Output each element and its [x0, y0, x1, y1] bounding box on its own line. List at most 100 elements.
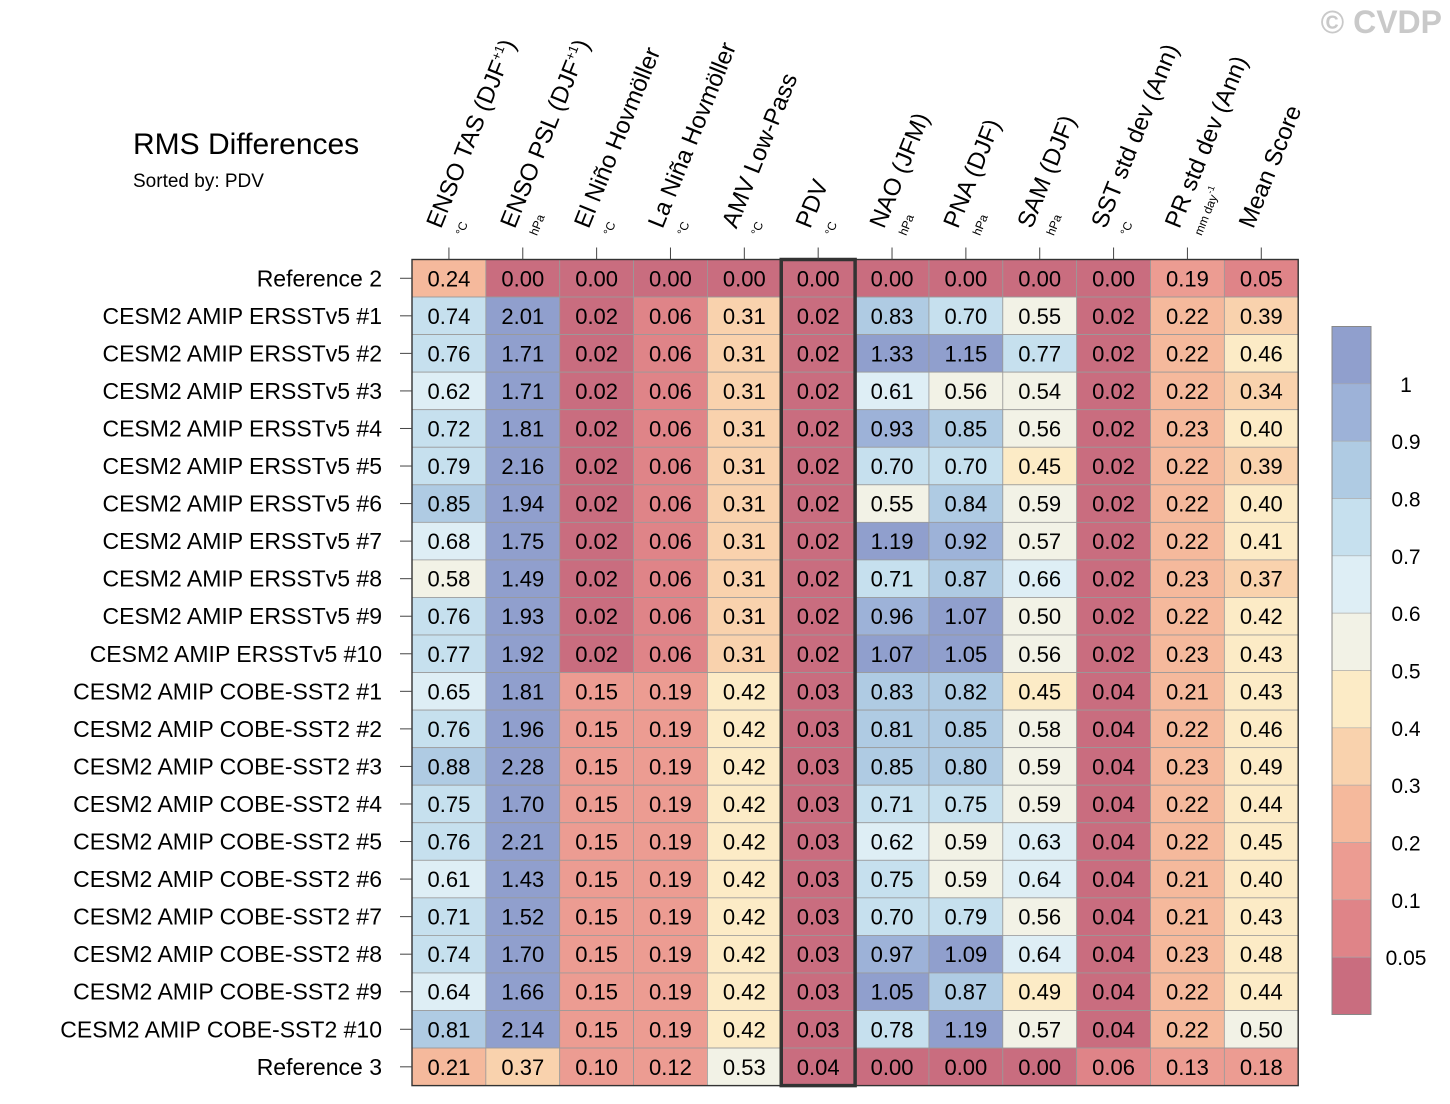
cell-value: 2.21 [501, 830, 544, 855]
heatmap-cell [707, 972, 782, 1011]
cell-value: 0.00 [649, 266, 692, 291]
heatmap-cell [1223, 484, 1299, 523]
heatmap-cell [633, 784, 708, 824]
column-label-sup: +1 [562, 43, 581, 62]
heatmap-cell [485, 484, 561, 523]
heatmap-cell [707, 409, 782, 448]
heatmap-cell [411, 446, 487, 486]
cell-value: 0.66 [1018, 567, 1061, 592]
cell-value: 1.66 [501, 980, 544, 1005]
heatmap-cell [707, 597, 782, 636]
cell-value: 0.21 [1166, 867, 1209, 892]
cell-value: 0.15 [575, 1017, 618, 1042]
cell-value: 0.19 [649, 1017, 692, 1042]
cell-value: 1.07 [944, 604, 987, 629]
heatmap-cell [633, 972, 708, 1011]
cell-value: 0.92 [944, 529, 987, 554]
heatmap-cell [1150, 897, 1225, 936]
heatmap-cell [928, 409, 1004, 448]
cell-value: 0.40 [1240, 492, 1283, 517]
colorbar-box [1331, 555, 1372, 614]
cell-value: 0.76 [428, 830, 471, 855]
heatmap-cell [1223, 409, 1299, 448]
cell-value: 1.92 [501, 642, 544, 667]
cell-value: 0.19 [649, 679, 692, 704]
cell-value: 0.02 [575, 567, 618, 592]
cell-value: 0.77 [1018, 341, 1061, 366]
cell-value: 0.02 [575, 454, 618, 479]
heatmap-cell [1150, 709, 1225, 749]
cell-value: 0.58 [428, 567, 471, 592]
cell-value: 0.06 [649, 416, 692, 441]
cell-value: 0.79 [428, 454, 471, 479]
heatmap-cell [1002, 484, 1078, 523]
cell-value: 0.23 [1166, 942, 1209, 967]
cell-value: 0.43 [1240, 905, 1283, 930]
cell-value: 0.78 [871, 1017, 914, 1042]
column-unit: °C [748, 219, 766, 237]
row-label: CESM2 AMIP ERSSTv5 #4 [102, 415, 382, 441]
cell-value: 0.31 [723, 529, 766, 554]
cell-value: 0.34 [1240, 379, 1283, 404]
heatmap-cell [928, 521, 1004, 561]
cell-value: 0.65 [428, 679, 471, 704]
heatmap-cell [707, 446, 782, 486]
cell-value: 0.02 [797, 304, 840, 329]
cell-value: 0.02 [1092, 492, 1135, 517]
cell-value: 0.22 [1166, 492, 1209, 517]
cell-value: 0.02 [797, 567, 840, 592]
cell-value: 0.55 [871, 492, 914, 517]
heatmap-cell [854, 709, 930, 749]
row-label: CESM2 AMIP COBE-SST2 #6 [73, 866, 382, 892]
cell-value: 0.02 [797, 492, 840, 517]
cell-value: 0.00 [944, 266, 987, 291]
cell-value: 0.19 [649, 830, 692, 855]
heatmap-cell [411, 409, 487, 448]
column-unit: °C [453, 219, 471, 237]
column-unit-sup: -1 [1205, 184, 1217, 195]
colorbar-label: 0.6 [1391, 603, 1420, 626]
cell-value: 0.59 [1018, 492, 1061, 517]
colorbar-label: 0.2 [1391, 833, 1420, 856]
cell-value: 0.15 [575, 792, 618, 817]
cell-value: 1.81 [501, 679, 544, 704]
column-unit: °C [822, 219, 840, 237]
heatmap-cell [1002, 859, 1078, 899]
heatmap-cell [854, 784, 930, 824]
cell-value: 0.45 [1240, 830, 1283, 855]
heatmap-cell [485, 709, 561, 749]
cell-value: 0.03 [797, 942, 840, 967]
column-header: Mean Score [1234, 102, 1308, 232]
cell-value: 0.70 [871, 905, 914, 930]
heatmap-cell [928, 446, 1004, 486]
column-label: PNA (DJF) [938, 115, 1006, 231]
cell-value: 0.57 [1018, 529, 1061, 554]
cell-value: 0.31 [723, 454, 766, 479]
cell-value: 0.04 [1092, 830, 1135, 855]
cell-value: 0.06 [649, 304, 692, 329]
cell-value: 0.50 [1018, 604, 1061, 629]
cell-value: 0.02 [1092, 416, 1135, 441]
heatmap-cell [559, 597, 634, 636]
colorbar-box [1331, 612, 1372, 671]
heatmap-cell [633, 484, 708, 523]
cell-value: 0.21 [1166, 905, 1209, 930]
cell-value: 0.56 [1018, 905, 1061, 930]
cell-value: 0.61 [871, 379, 914, 404]
heatmap-cell [559, 935, 634, 974]
heatmap-cell [854, 371, 930, 411]
heatmap-cell [854, 747, 930, 786]
heatmap-cell [1076, 409, 1151, 448]
heatmap-cell [1076, 597, 1151, 636]
cell-value: 0.22 [1166, 830, 1209, 855]
cell-value: 0.71 [871, 792, 914, 817]
heatmap-cell [707, 521, 782, 561]
colorbar-label: 0.5 [1391, 661, 1420, 684]
cell-value: 0.15 [575, 905, 618, 930]
cell-value: 0.12 [649, 1055, 692, 1080]
cell-value: 0.59 [1018, 754, 1061, 779]
cell-value: 0.97 [871, 942, 914, 967]
cell-value: 0.15 [575, 679, 618, 704]
heatmap-cell [1150, 597, 1225, 636]
